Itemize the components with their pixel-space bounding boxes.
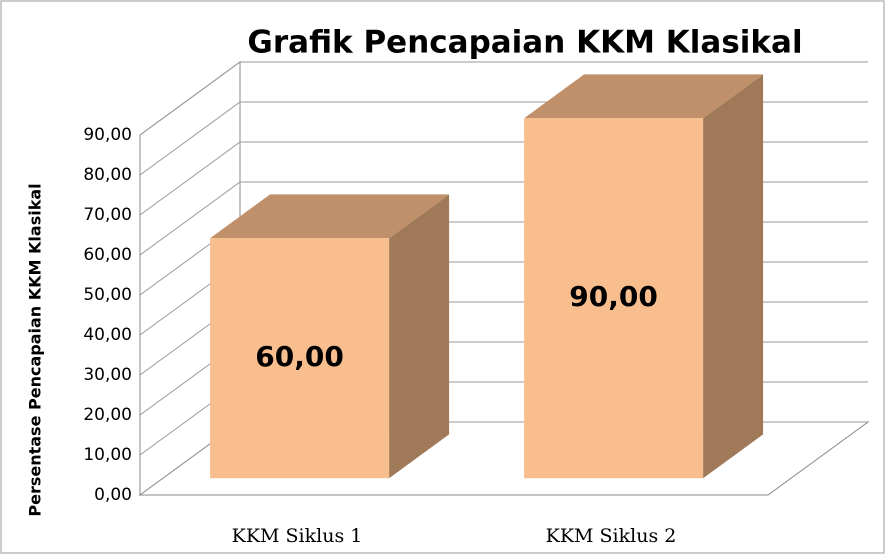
value-label: 60,00 <box>255 340 344 373</box>
x-tick-label: KKM Siklus 1 <box>232 525 363 547</box>
y-tick-label: 30,00 <box>83 365 132 385</box>
y-tick-label: 40,00 <box>83 325 132 345</box>
y-tick-label: 90,00 <box>83 125 132 145</box>
grid-line <box>139 61 868 136</box>
chart-title: Grafik Pencapaian KKM Klasikal <box>247 25 802 61</box>
y-tick-label: 20,00 <box>83 405 132 425</box>
y-tick-label: 80,00 <box>83 165 132 185</box>
bar-side <box>703 74 764 479</box>
bar-top <box>210 194 450 239</box>
y-tick-label: 10,00 <box>83 445 132 465</box>
x-tick-label: KKM Siklus 2 <box>546 525 677 547</box>
y-tick-label: 60,00 <box>83 245 132 265</box>
bar <box>524 118 704 479</box>
y-tick-label: 0,00 <box>94 485 132 505</box>
bar <box>210 238 390 479</box>
value-label: 90,00 <box>569 280 658 313</box>
y-axis-label: Persentase Pencapaian KKM Klasikal <box>26 183 45 516</box>
y-tick-label: 50,00 <box>83 285 132 305</box>
bar-top <box>524 74 764 119</box>
y-tick-label: 70,00 <box>83 205 132 225</box>
bar-side <box>389 194 450 479</box>
